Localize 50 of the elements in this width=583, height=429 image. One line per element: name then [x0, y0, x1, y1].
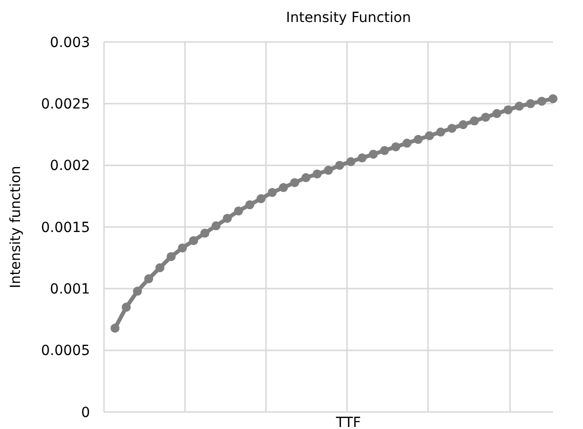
- point: [132, 286, 142, 296]
- point: [301, 173, 310, 182]
- point: [526, 99, 536, 108]
- chart-title: Intensity Function: [286, 10, 411, 26]
- point: [155, 263, 164, 272]
- point: [144, 274, 154, 284]
- point: [458, 120, 468, 130]
- point: [537, 96, 546, 106]
- point: [222, 214, 232, 223]
- y-tick-label: 0.0025: [41, 96, 90, 113]
- point: [234, 206, 244, 216]
- point: [447, 124, 456, 133]
- point: [324, 166, 333, 175]
- point: [312, 169, 322, 178]
- y-axis-title: Intensity function: [8, 166, 24, 288]
- point: [166, 252, 176, 262]
- point: [358, 153, 367, 162]
- point: [470, 116, 479, 126]
- point: [414, 134, 423, 144]
- point: [380, 146, 390, 156]
- point: [189, 236, 198, 246]
- point: [290, 178, 300, 188]
- point: [335, 160, 344, 170]
- point: [504, 105, 513, 114]
- point: [212, 221, 221, 230]
- point: [110, 324, 120, 333]
- y-tick-label: 0.001: [50, 282, 90, 298]
- point: [178, 243, 187, 252]
- point: [424, 131, 434, 140]
- point: [256, 194, 266, 204]
- point: [268, 188, 277, 197]
- point: [278, 183, 288, 192]
- point: [391, 142, 400, 152]
- point: [346, 157, 356, 166]
- point: [481, 112, 490, 122]
- point: [368, 150, 378, 159]
- point: [436, 128, 446, 137]
- point: [514, 102, 524, 111]
- y-tick-label: 0.0015: [41, 220, 90, 236]
- y-tick-label: 0.0005: [41, 343, 90, 360]
- point: [492, 109, 502, 118]
- point: [402, 138, 412, 148]
- y-tick-label: 0.003: [50, 34, 90, 51]
- y-tick-label: 0.002: [50, 158, 90, 174]
- point: [122, 302, 131, 312]
- point: [200, 228, 210, 238]
- x-axis-title: TTF: [335, 415, 361, 429]
- y-tick-label: 0: [81, 404, 90, 421]
- point: [245, 200, 254, 210]
- point: [548, 94, 558, 104]
